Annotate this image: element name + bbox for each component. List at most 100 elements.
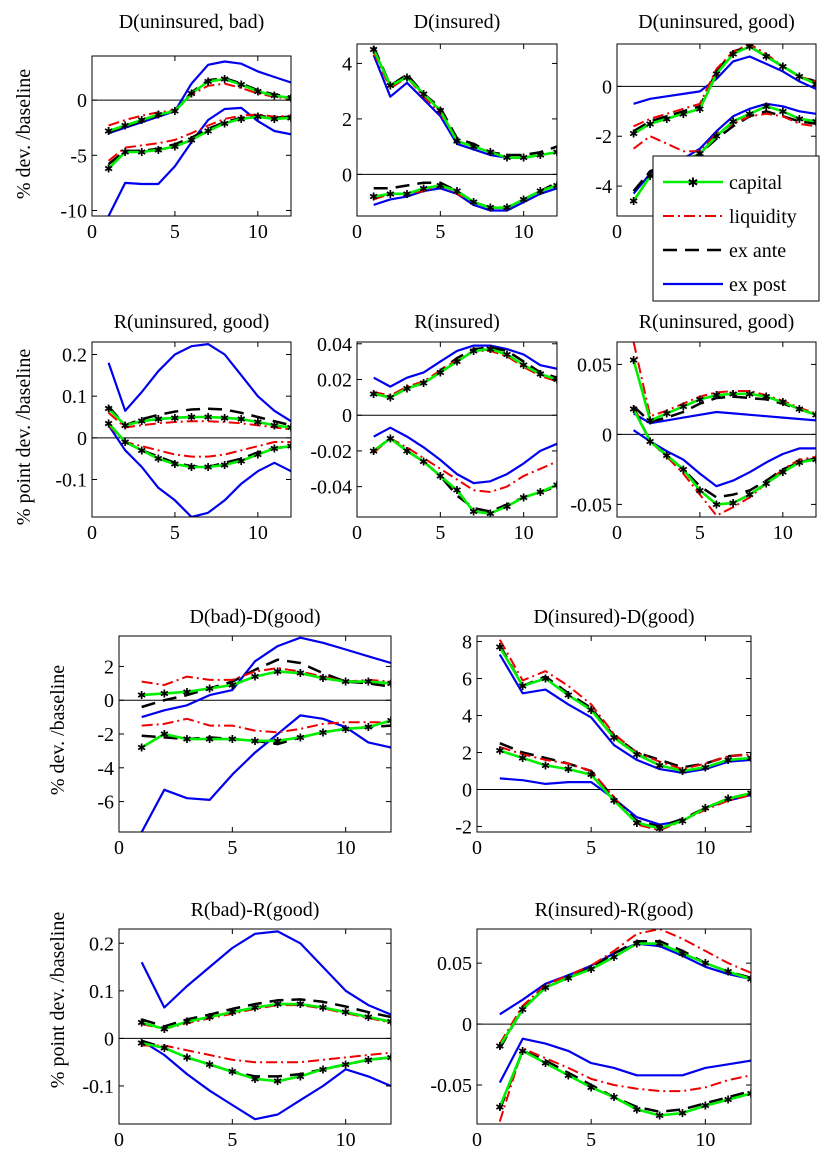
axes-frame	[91, 341, 292, 518]
marker-capital: ✱	[495, 746, 504, 758]
marker-capital: ✱	[436, 471, 445, 483]
y-tick-label: 2	[462, 742, 472, 764]
legend-label-liquidity: liquidity	[729, 206, 797, 228]
series-line-liquidity-1	[373, 349, 557, 397]
marker-capital: ✱	[253, 112, 262, 124]
legend-label-ex-ante: ex ante	[729, 240, 786, 262]
marker-capital: ✱	[695, 485, 704, 497]
marker-capital: ✱	[469, 197, 478, 209]
x-tick-label: 10	[514, 522, 534, 544]
series-line-exante-6	[499, 742, 751, 828]
y-tick-label: -0.04	[310, 477, 352, 499]
series-line-capital-0	[108, 77, 291, 133]
marker-capital: ✱	[419, 183, 428, 195]
marker-capital: ✱	[469, 507, 478, 519]
marker-capital: ✱	[402, 189, 411, 201]
marker-capital: ✱	[728, 498, 737, 510]
series-line-capital-4	[632, 408, 816, 506]
marker-capital: ✱	[121, 437, 130, 449]
marker-capital: ✱	[154, 109, 163, 121]
axes-frame	[91, 55, 292, 217]
marker-capital: ✱	[695, 149, 704, 161]
panels-layer: ✱ ✱ ✱ ✱ ✱ ✱ ✱ ✱ ✱ ✱ ✱ ✱ ✱ ✱ ✱ ✱ ✱ ✱ ✱ ✱ ✱ ✱ ✱ ✱ 0 5 10 -10 -5 0 D(unin…	[55, 11, 820, 1151]
marker-capital: ✱	[486, 344, 495, 356]
marker-capital: ✱	[564, 973, 573, 985]
marker-capital: ✱	[364, 1012, 373, 1024]
marker-capital: ✱	[762, 392, 771, 404]
y-tick-label: 0.1	[62, 386, 87, 408]
series-line-capital-4	[141, 1041, 391, 1083]
x-tick-label: 10	[248, 522, 268, 544]
marker-capital: ✱	[679, 401, 688, 413]
marker-capital: ✱	[632, 749, 641, 761]
marker-capital: ✱	[270, 443, 279, 455]
marker-capital: ✱	[452, 186, 461, 198]
series-line-expost-3	[373, 344, 557, 388]
marker-capital: ✱	[745, 109, 754, 121]
marker-capital: ✱	[655, 823, 664, 835]
y-tick-label: -2	[97, 724, 114, 746]
marker-capital: ✱	[369, 446, 378, 458]
marker-capital: ✱	[541, 983, 550, 995]
y-tick-label: -0.1	[55, 470, 87, 492]
marker-capital: ✱	[745, 41, 754, 53]
marker-capital: ✱	[419, 457, 428, 469]
series-line-capital-0	[372, 48, 557, 159]
marker-capital: ✱	[564, 764, 573, 776]
legend-label-ex-post: ex post	[729, 274, 787, 296]
marker-capital: ✱	[452, 136, 461, 148]
marker-capital: ✱	[253, 417, 262, 429]
marker-capital: ✱	[273, 666, 282, 678]
marker-capital: ✱	[795, 404, 804, 416]
marker-capital: ✱	[296, 668, 305, 680]
marker-capital: ✱	[318, 1002, 327, 1014]
marker-capital: ✱	[724, 1095, 733, 1107]
marker-capital: ✱	[237, 114, 246, 126]
marker-capital: ✱	[795, 114, 804, 126]
marker-capital: ✱	[402, 446, 411, 458]
marker-capital: ✱	[137, 743, 146, 755]
marker-capital: ✱	[609, 952, 618, 964]
marker-capital: ✱	[746, 788, 755, 800]
marker-capital: ✱	[419, 89, 428, 101]
marker-capital: ✱	[121, 147, 130, 159]
marker-capital: ✱	[237, 456, 246, 468]
marker-capital: ✱	[452, 357, 461, 369]
marker-capital: ✱	[296, 999, 305, 1011]
marker-capital: ✱	[273, 999, 282, 1011]
marker-capital: ✱	[762, 51, 771, 63]
series-line-liquidity-1	[498, 929, 751, 1045]
marker-capital: ✱	[701, 958, 710, 970]
series-line-expost-3	[141, 636, 391, 719]
marker-capital: ✱	[728, 389, 737, 401]
series-group: ✱ ✱ ✱ ✱ ✱ ✱ ✱ ✱ ✱ ✱ ✱ ✱ ✱ ✱ ✱ ✱ ✱ ✱ ✱ ✱ ✱ ✱ ✱ ✱	[104, 60, 291, 216]
marker-capital: ✱	[253, 450, 262, 462]
marker-capital: ✱	[187, 462, 196, 474]
marker-capital: ✱	[341, 1007, 350, 1019]
marker-capital: ✱	[203, 76, 212, 88]
series-line-liquidity-5	[107, 424, 291, 458]
y-tick-label: -6	[97, 792, 114, 814]
marker-capital: ✱	[746, 1089, 755, 1101]
y-tick-label: 0	[104, 690, 114, 712]
marker-capital: ✱	[203, 126, 212, 138]
series-line-liquidity-1	[108, 82, 291, 127]
series-line-expost-3	[633, 410, 816, 425]
panel-title: R(uninsured, good)	[114, 311, 270, 333]
marker-capital: ✱	[629, 196, 638, 208]
series-line-exante-6	[107, 422, 291, 469]
marker-capital: ✱	[137, 445, 146, 457]
marker-capital: ✱	[170, 141, 179, 153]
marker-capital: ✱	[364, 677, 373, 689]
panel-title: D(insured)-D(good)	[533, 606, 694, 628]
marker-capital: ✱	[220, 413, 229, 425]
marker-capital: ✱	[629, 404, 638, 416]
marker-capital: ✱	[469, 346, 478, 358]
marker-capital: ✱	[228, 680, 237, 692]
marker-capital: ✱	[811, 116, 820, 128]
marker-capital: ✱	[104, 126, 113, 138]
marker-capital: ✱	[518, 753, 527, 765]
y-tick-label: -10	[60, 200, 87, 222]
x-tick-label: 0	[87, 522, 97, 544]
x-tick-label: 0	[612, 221, 622, 243]
